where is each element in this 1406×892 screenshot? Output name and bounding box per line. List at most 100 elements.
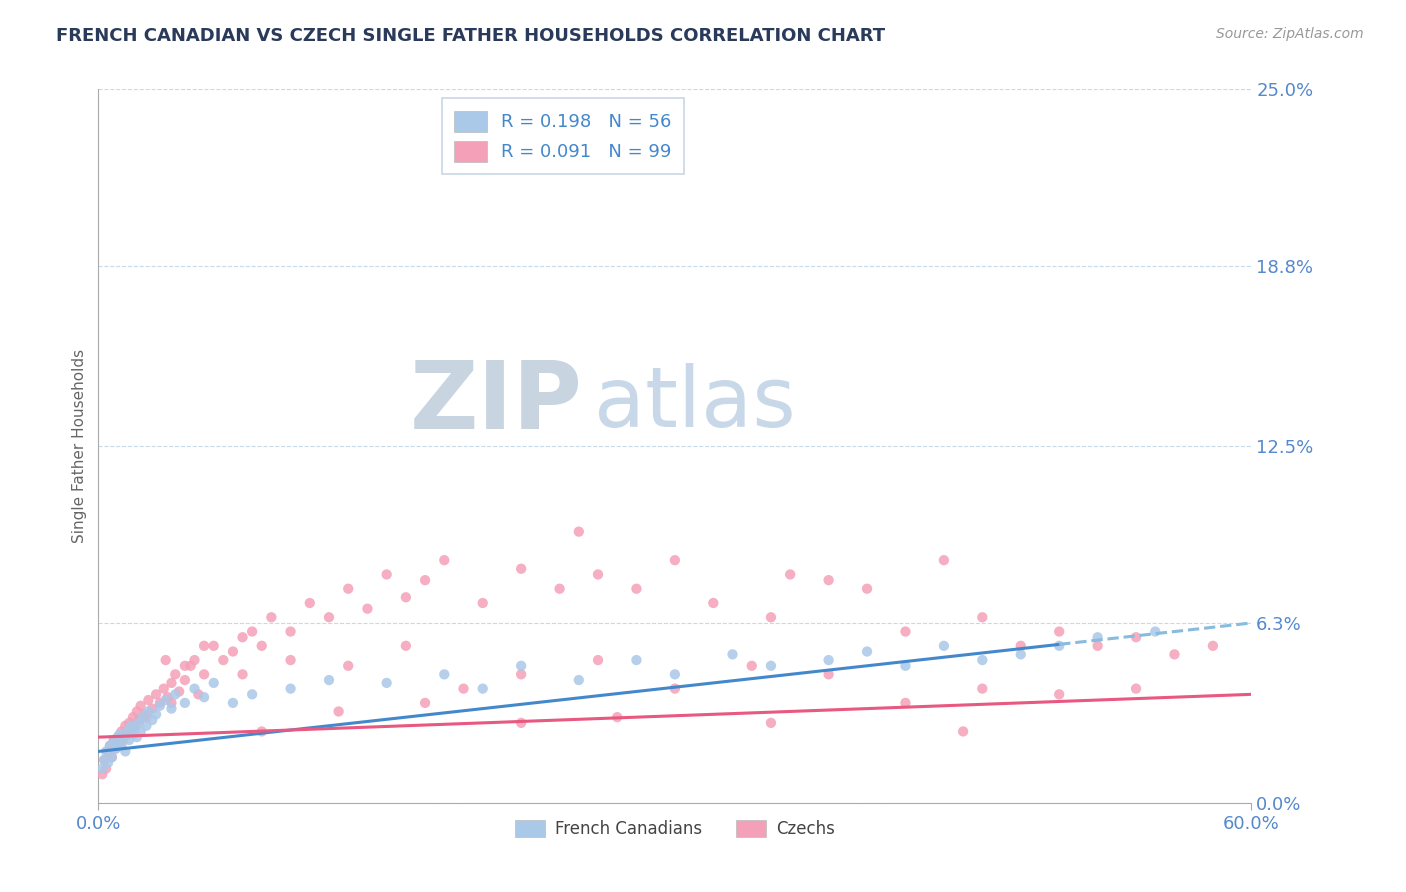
Point	[231, 667, 254, 681]
Point	[118, 733, 141, 747]
Point	[128, 715, 150, 730]
Text: FRENCH CANADIAN VS CZECH SINGLE FATHER HOUSEHOLDS CORRELATION CHART: FRENCH CANADIAN VS CZECH SINGLE FATHER H…	[56, 27, 886, 45]
Point	[193, 639, 215, 653]
Point	[471, 596, 494, 610]
Point	[741, 658, 763, 673]
Point	[141, 713, 163, 727]
Point	[180, 658, 202, 673]
Point	[112, 733, 135, 747]
Point	[318, 610, 340, 624]
Point	[97, 756, 120, 770]
Point	[1010, 639, 1032, 653]
Point	[149, 698, 172, 713]
Point	[1087, 639, 1109, 653]
Point	[1047, 639, 1070, 653]
Point	[120, 724, 142, 739]
Point	[817, 653, 839, 667]
Point	[165, 687, 187, 701]
Point	[165, 667, 187, 681]
Point	[856, 644, 879, 658]
Point	[129, 698, 152, 713]
Point	[125, 730, 148, 744]
Point	[107, 736, 129, 750]
Point	[122, 727, 145, 741]
Point	[174, 696, 197, 710]
Point	[894, 624, 917, 639]
Point	[626, 653, 648, 667]
Point	[114, 719, 136, 733]
Point	[1144, 624, 1167, 639]
Point	[510, 658, 533, 673]
Point	[129, 724, 152, 739]
Point	[212, 653, 235, 667]
Point	[94, 762, 117, 776]
Point	[280, 653, 302, 667]
Point	[250, 724, 273, 739]
Point	[193, 667, 215, 681]
Point	[138, 693, 160, 707]
Point	[124, 719, 146, 733]
Point	[1047, 687, 1070, 701]
Point	[101, 750, 124, 764]
Legend: French Canadians, Czechs: French Canadians, Czechs	[509, 813, 841, 845]
Point	[160, 701, 183, 715]
Point	[817, 573, 839, 587]
Point	[193, 690, 215, 705]
Point	[231, 630, 254, 644]
Point	[131, 710, 153, 724]
Point	[202, 676, 225, 690]
Point	[93, 753, 115, 767]
Point	[510, 667, 533, 681]
Point	[108, 727, 131, 741]
Point	[167, 684, 190, 698]
Point	[779, 567, 801, 582]
Point	[98, 739, 121, 753]
Point	[114, 744, 136, 758]
Text: Source: ZipAtlas.com: Source: ZipAtlas.com	[1216, 27, 1364, 41]
Point	[548, 582, 571, 596]
Point	[160, 696, 183, 710]
Point	[1047, 624, 1070, 639]
Point	[250, 639, 273, 653]
Point	[101, 750, 124, 764]
Point	[93, 753, 115, 767]
Point	[298, 596, 321, 610]
Point	[125, 705, 148, 719]
Point	[972, 653, 994, 667]
Point	[721, 648, 744, 662]
Point	[112, 730, 135, 744]
Point	[94, 744, 117, 758]
Point	[155, 653, 177, 667]
Point	[135, 710, 157, 724]
Point	[586, 653, 609, 667]
Point	[117, 724, 139, 739]
Point	[932, 639, 955, 653]
Point	[103, 733, 125, 747]
Point	[510, 562, 533, 576]
Point	[395, 639, 418, 653]
Point	[318, 673, 340, 687]
Point	[149, 696, 172, 710]
Point	[260, 610, 283, 624]
Point	[91, 767, 114, 781]
Text: ZIP: ZIP	[409, 357, 582, 450]
Point	[972, 681, 994, 696]
Point	[98, 739, 121, 753]
Point	[135, 719, 157, 733]
Point	[337, 582, 360, 596]
Point	[117, 727, 139, 741]
Y-axis label: Single Father Households: Single Father Households	[72, 349, 87, 543]
Point	[128, 713, 150, 727]
Point	[626, 582, 648, 596]
Point	[240, 687, 263, 701]
Point	[413, 573, 436, 587]
Point	[91, 762, 114, 776]
Point	[471, 681, 494, 696]
Point	[606, 710, 628, 724]
Point	[122, 710, 145, 724]
Point	[1087, 630, 1109, 644]
Point	[375, 567, 398, 582]
Point	[124, 722, 146, 736]
Point	[156, 690, 179, 705]
Point	[856, 582, 879, 596]
